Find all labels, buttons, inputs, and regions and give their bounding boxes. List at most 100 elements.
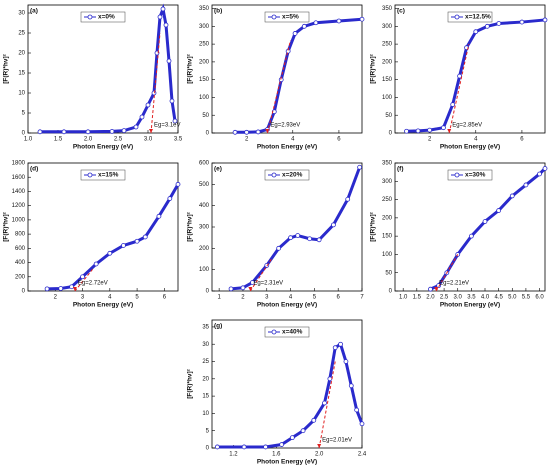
y-tick-label: 25 bbox=[202, 359, 209, 365]
arrow-head bbox=[265, 129, 270, 133]
panel-title: (b) bbox=[214, 8, 222, 15]
x-tick-label: 6 bbox=[520, 137, 524, 143]
data-point bbox=[345, 196, 351, 202]
y-tick-label: 500 bbox=[199, 182, 210, 188]
legend-box bbox=[80, 11, 126, 23]
y-tick-label: 100 bbox=[382, 252, 393, 258]
x-tick-label: 5.0 bbox=[508, 295, 517, 301]
data-point bbox=[145, 102, 151, 108]
x-tick-label: 6.0 bbox=[535, 295, 544, 301]
y-tick-label: 100 bbox=[199, 95, 210, 101]
data-point bbox=[415, 128, 421, 134]
panel-title: (d) bbox=[30, 166, 38, 173]
y-tick-label: 0 bbox=[22, 131, 26, 137]
y-tick-label: 0 bbox=[389, 131, 393, 137]
y-axis-label: [F(R)*hν]² bbox=[3, 53, 10, 83]
y-tick-label: 20 bbox=[18, 51, 25, 57]
y-tick-label: 400 bbox=[199, 203, 210, 209]
y-tick-label: 1800 bbox=[12, 161, 26, 167]
data-point bbox=[322, 400, 327, 406]
x-axis-label: Photon Energy (eV) bbox=[440, 144, 500, 151]
legend-label: x=0% bbox=[98, 14, 115, 21]
panel-title: (e) bbox=[214, 166, 222, 173]
panel: (b) 2 4 6 0 50 100 150 200 250 300 350 Photon Energy… bbox=[187, 4, 365, 151]
legend-label: x=40% bbox=[282, 329, 303, 336]
x-tick-label: 2.0 bbox=[426, 295, 435, 301]
arrow-head bbox=[248, 287, 253, 291]
data-point bbox=[37, 129, 43, 135]
annotation: Eg=2.93eV bbox=[270, 123, 300, 129]
data-point bbox=[58, 286, 64, 291]
panel-title: (c) bbox=[397, 8, 405, 15]
data-point bbox=[496, 21, 502, 26]
x-tick-label: 3.0 bbox=[454, 295, 463, 301]
legend-box bbox=[80, 169, 126, 181]
data-point bbox=[427, 127, 433, 133]
y-tick-label: 100 bbox=[199, 267, 210, 273]
x-axis-label: Photon Energy (eV) bbox=[257, 459, 317, 465]
legend-label: x=30% bbox=[465, 172, 486, 179]
y-tick-label: 35 bbox=[202, 324, 209, 330]
data-point bbox=[214, 444, 220, 450]
data-point bbox=[496, 208, 502, 213]
x-tick-label: 2.0 bbox=[84, 137, 93, 143]
data-point bbox=[109, 128, 115, 134]
y-tick-label: 350 bbox=[382, 6, 393, 12]
x-tick-label: 4.5 bbox=[494, 295, 503, 301]
arrow-head bbox=[72, 287, 77, 291]
data-point bbox=[359, 421, 365, 427]
x-tick-label: 3 bbox=[81, 295, 85, 301]
y-tick-label: 400 bbox=[15, 260, 26, 266]
panel: (a) 1.0 1.5 2.0 2.5 3.0 3.5 0 5 10 15 20 25 30 Photon … bbox=[3, 3, 183, 151]
y-tick-label: 20 bbox=[202, 376, 209, 382]
panel: (g) 1.2 1.6 2.0 2.4 0 5 10 15 20 25 30 35 Photon Ener… bbox=[187, 319, 367, 465]
y-tick-label: 5 bbox=[206, 428, 210, 434]
x-tick-label: 2.5 bbox=[440, 295, 449, 301]
y-tick-label: 100 bbox=[382, 95, 393, 101]
legend-marker bbox=[271, 329, 277, 335]
data-line bbox=[406, 18, 546, 133]
data-point bbox=[331, 222, 336, 228]
y-tick-label: 30 bbox=[202, 342, 209, 348]
data-point bbox=[166, 58, 172, 64]
arrow-head bbox=[434, 287, 439, 291]
plot-frame bbox=[211, 4, 363, 134]
y-tick-label: 15 bbox=[18, 71, 25, 77]
y-tick-label: 150 bbox=[382, 234, 393, 240]
data-point bbox=[468, 233, 474, 239]
data-point bbox=[313, 20, 319, 26]
legend-box bbox=[264, 11, 310, 23]
data-line bbox=[47, 183, 180, 291]
data-point bbox=[509, 193, 515, 199]
data-point bbox=[519, 19, 525, 25]
legend-label: x=20% bbox=[282, 172, 303, 179]
x-tick-label: 1.5 bbox=[413, 295, 422, 301]
panel: (f) 1.0 1.5 2.0 2.5 3.0 3.5 4.0 4.5 5.0 5.5 6.0 0 50 1… bbox=[370, 161, 548, 309]
data-point bbox=[44, 286, 50, 292]
x-tick-label: 6 bbox=[163, 295, 167, 301]
y-tick-label: 0 bbox=[206, 131, 210, 137]
x-tick-label: 4 bbox=[474, 137, 478, 143]
annotation: Eg=2.72eV bbox=[78, 281, 108, 287]
y-tick-label: 10 bbox=[18, 91, 25, 97]
annotation: Eg=2.85eV bbox=[452, 123, 482, 129]
legend-marker bbox=[87, 14, 93, 20]
x-axis-label: Photon Energy (eV) bbox=[440, 302, 500, 309]
data-point bbox=[542, 166, 548, 171]
y-tick-label: 200 bbox=[199, 246, 210, 252]
panel: (c) 2 4 6 0 50 100 150 200 250 300 350 Photon Energy… bbox=[370, 4, 548, 151]
data-point bbox=[169, 98, 175, 104]
data-point bbox=[357, 164, 363, 170]
data-point bbox=[338, 341, 343, 347]
y-tick-label: 0 bbox=[389, 289, 393, 295]
fit-line bbox=[435, 254, 459, 292]
x-tick-label: 2 bbox=[428, 137, 432, 143]
data-point bbox=[160, 6, 166, 12]
x-tick-label: 2 bbox=[245, 137, 249, 143]
x-tick-label: 1.6 bbox=[272, 452, 281, 458]
plot-frame bbox=[211, 162, 363, 292]
y-tick-label: 300 bbox=[199, 225, 210, 231]
y-tick-label: 0 bbox=[206, 289, 210, 295]
data-point bbox=[69, 284, 75, 290]
x-axis-label: Photon Energy (eV) bbox=[257, 144, 317, 151]
